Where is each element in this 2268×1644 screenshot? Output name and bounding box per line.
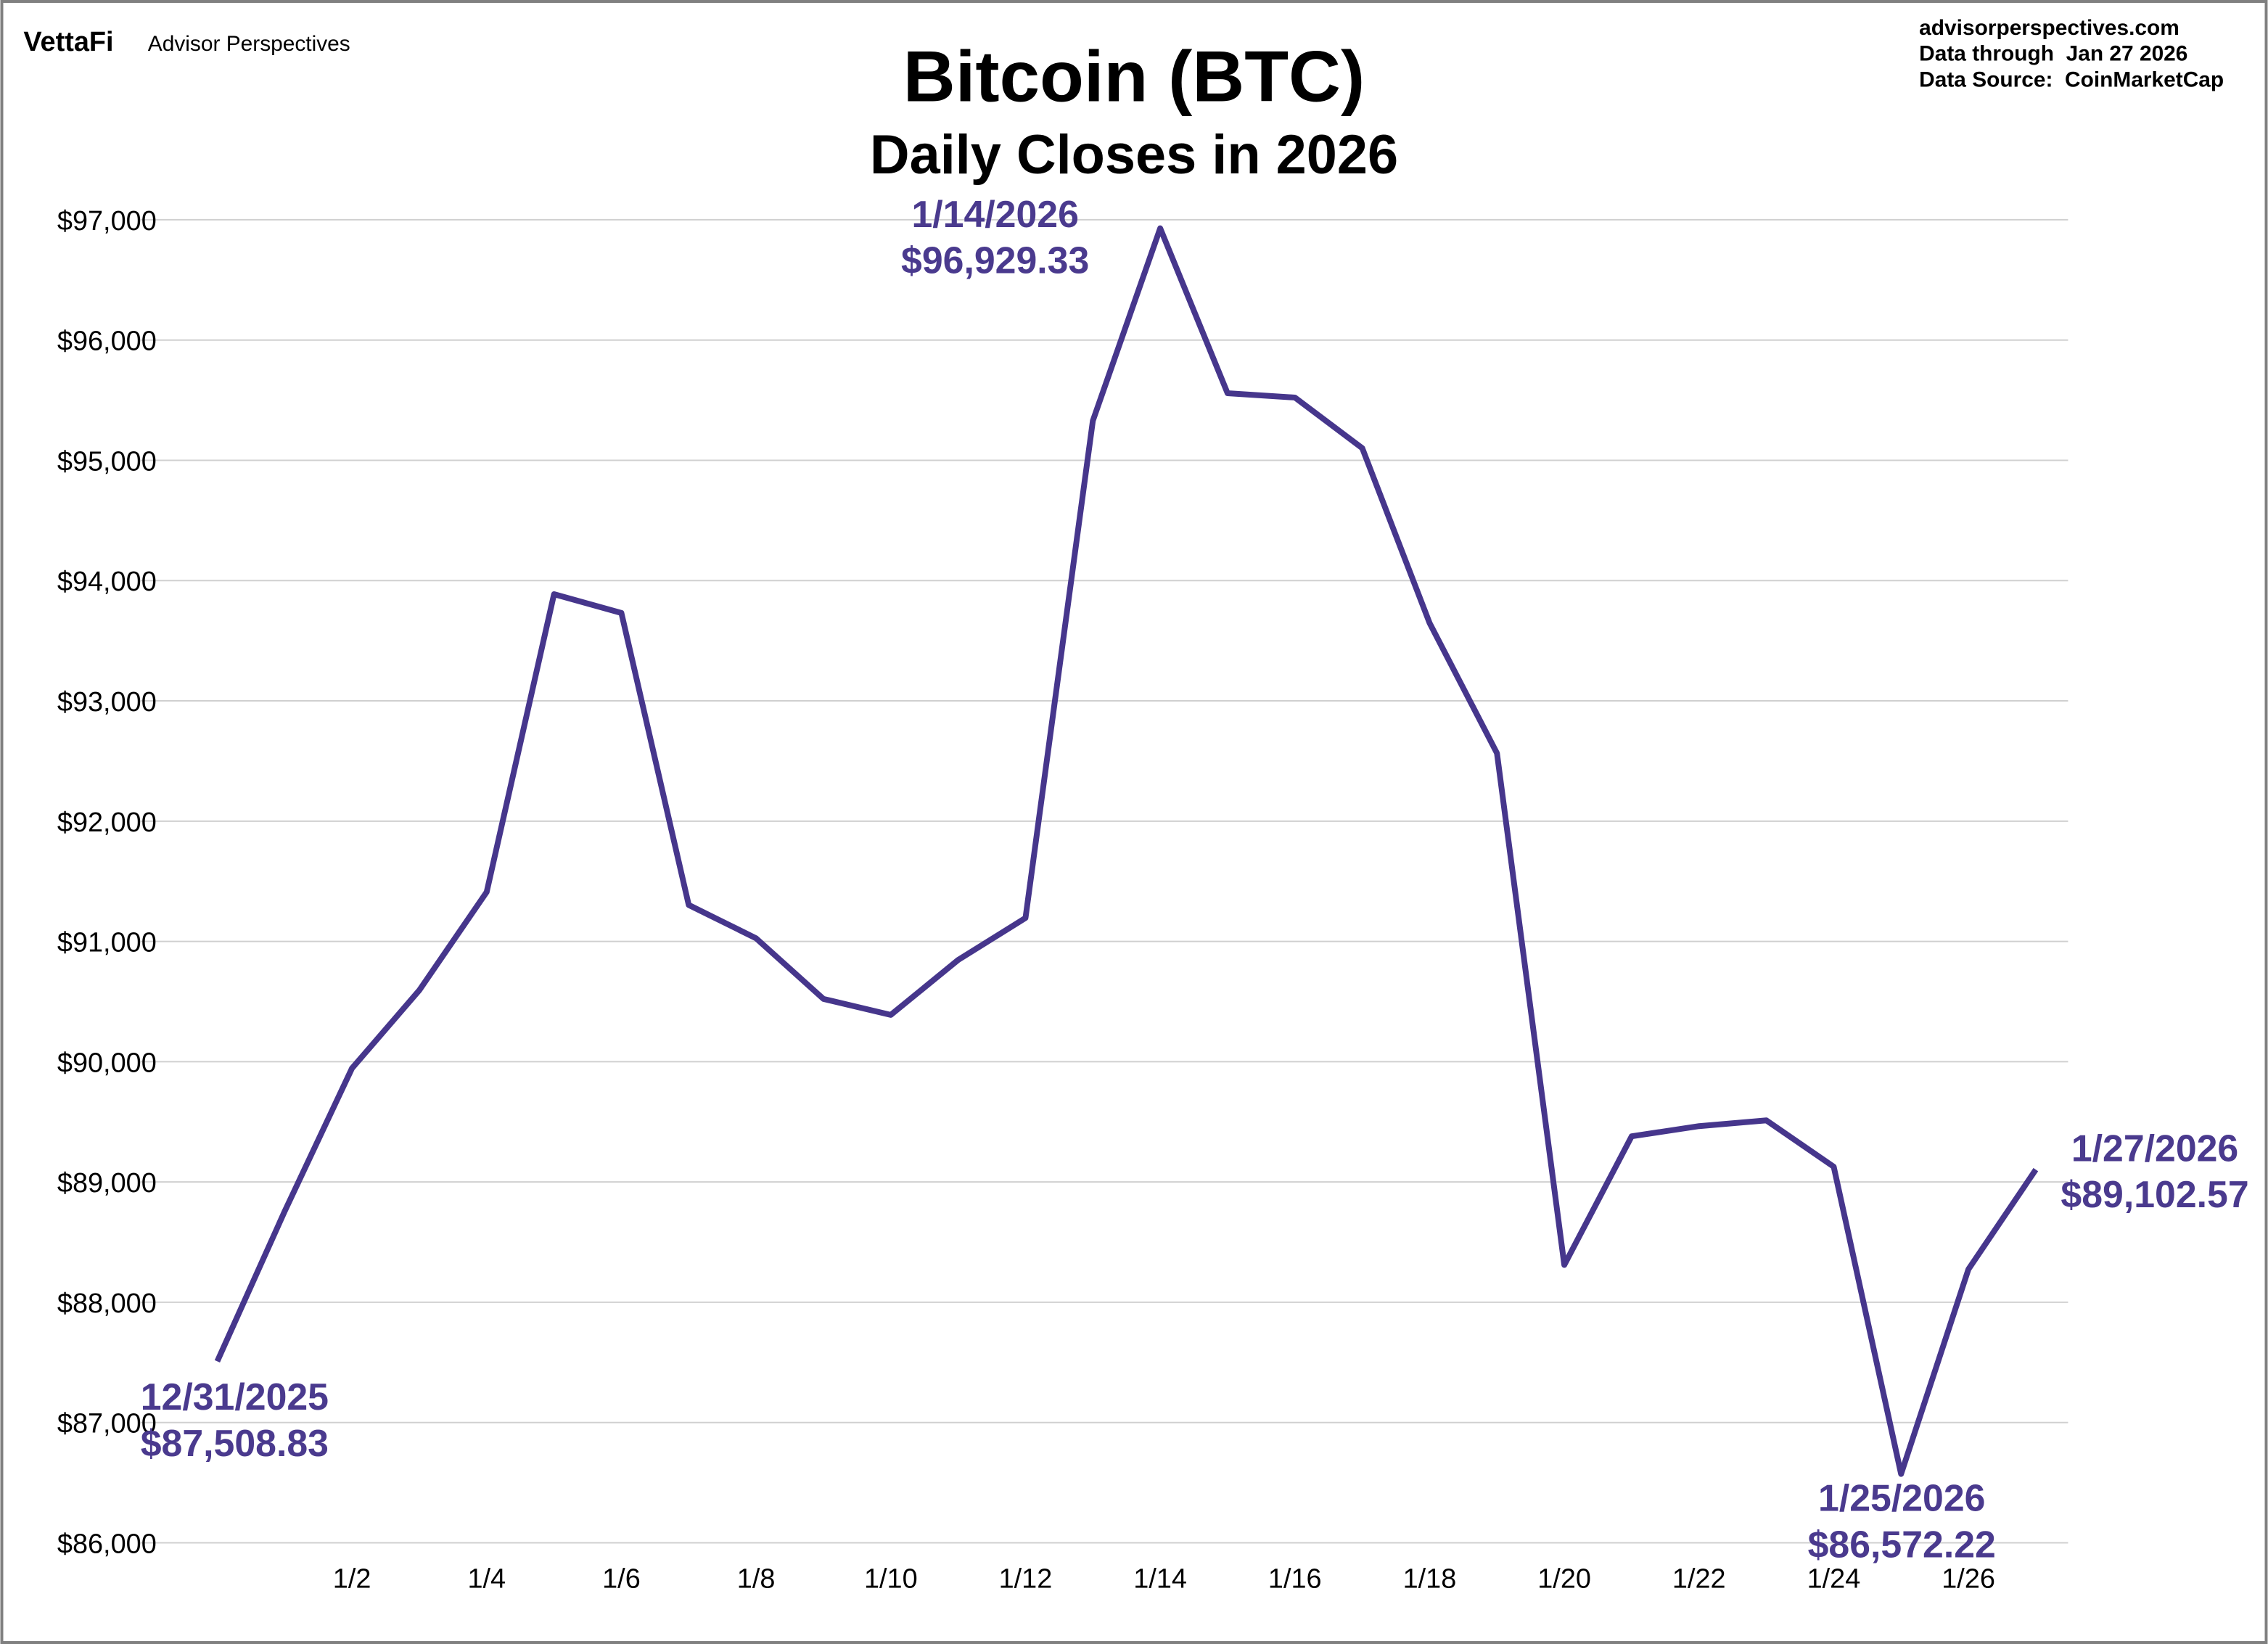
x-tick-label: 1/26 bbox=[1942, 1563, 1995, 1594]
y-tick-label: $90,000 bbox=[57, 1048, 157, 1078]
x-tick-label: 1/24 bbox=[1807, 1563, 1861, 1594]
x-tick-label: 1/2 bbox=[333, 1563, 371, 1594]
y-tick-label: $96,000 bbox=[57, 326, 157, 357]
vettafi-logo: VettaFi bbox=[23, 27, 113, 57]
y-tick-label: $94,000 bbox=[57, 567, 157, 597]
x-tick-label: 1/12 bbox=[999, 1563, 1053, 1594]
y-tick-label: $97,000 bbox=[57, 206, 157, 237]
annotation-value: $87,508.83 bbox=[141, 1422, 329, 1464]
x-tick-label: 1/8 bbox=[737, 1563, 776, 1594]
annotation-date: 1/27/2026 bbox=[2071, 1127, 2238, 1169]
y-tick-label: $87,000 bbox=[57, 1409, 157, 1439]
annotation-value: $96,929.33 bbox=[901, 239, 1089, 281]
y-tick-label: $91,000 bbox=[57, 928, 157, 958]
annotation-date: 1/25/2026 bbox=[1818, 1477, 1985, 1519]
btc-close-line bbox=[214, 225, 2039, 1477]
data-through: Data through Jan 27 2026 bbox=[1919, 42, 2187, 66]
y-tick-label: $89,000 bbox=[57, 1168, 157, 1199]
y-tick-label: $92,000 bbox=[57, 807, 157, 838]
annotation-date: 1/14/2026 bbox=[911, 193, 1078, 235]
x-tick-label: 1/22 bbox=[1672, 1563, 1726, 1594]
x-tick-label: 1/16 bbox=[1268, 1563, 1322, 1594]
chart-subtitle: Daily Closes in 2026 bbox=[870, 124, 1398, 186]
x-tick-label: 1/14 bbox=[1133, 1563, 1187, 1594]
x-tick-label: 1/18 bbox=[1403, 1563, 1457, 1594]
annotation-value: $89,102.57 bbox=[2060, 1173, 2248, 1215]
data-source: Data Source: CoinMarketCap bbox=[1919, 68, 2224, 92]
y-tick-label: $88,000 bbox=[57, 1289, 157, 1319]
annotation-date: 12/31/2025 bbox=[141, 1376, 329, 1418]
y-tick-label: $95,000 bbox=[57, 446, 157, 477]
x-tick-label: 1/20 bbox=[1537, 1563, 1591, 1594]
brand-name: Advisor Perspectives bbox=[148, 32, 350, 56]
site-url: advisorperspectives.com bbox=[1919, 16, 2179, 40]
y-tick-label: $93,000 bbox=[57, 687, 157, 718]
x-tick-label: 1/10 bbox=[864, 1563, 918, 1594]
x-tick-label: 1/4 bbox=[467, 1563, 506, 1594]
chart-title: Bitcoin (BTC) bbox=[903, 37, 1365, 118]
annotation-value: $86,572.22 bbox=[1808, 1523, 1996, 1565]
y-tick-label: $86,000 bbox=[57, 1529, 157, 1559]
x-tick-label: 1/6 bbox=[602, 1563, 641, 1594]
